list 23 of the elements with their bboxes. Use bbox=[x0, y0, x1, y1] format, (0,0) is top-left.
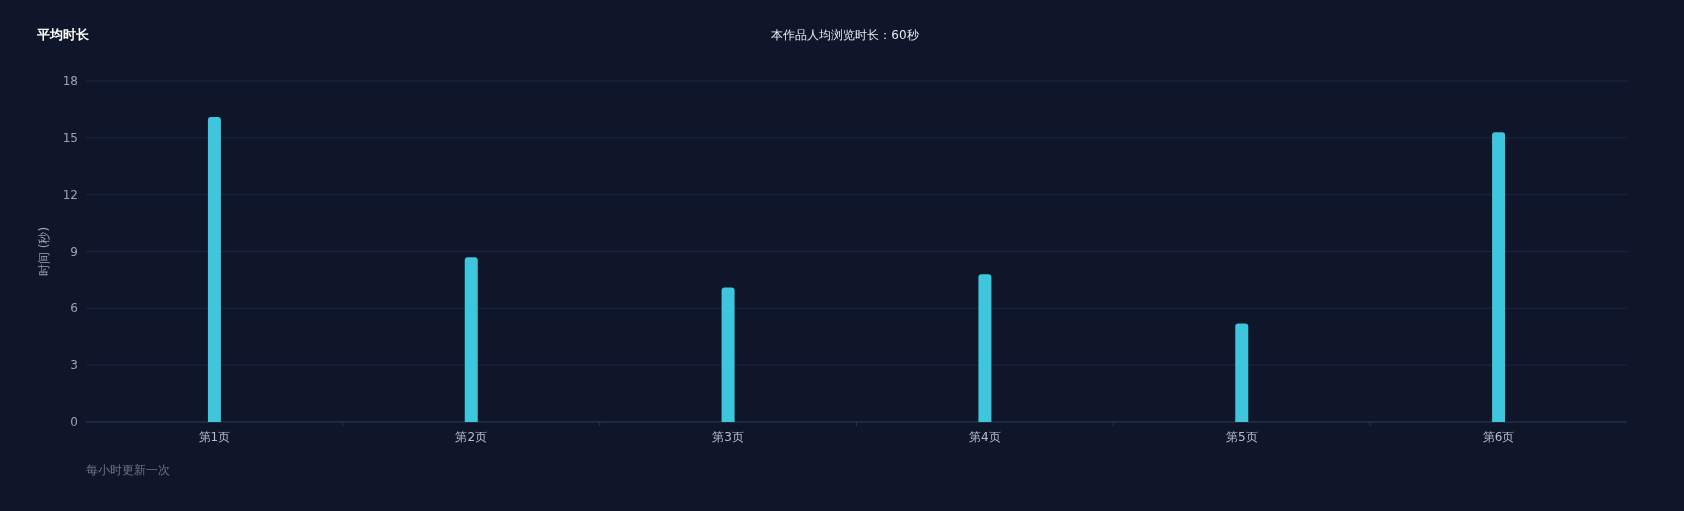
x-tick-label: 第2页 bbox=[455, 430, 488, 444]
bar bbox=[978, 274, 992, 422]
y-tick-label: 15 bbox=[62, 130, 78, 145]
y-tick-label: 0 bbox=[70, 415, 78, 429]
x-tick-label: 第1页 bbox=[198, 430, 231, 444]
chart-subtitle: 本作品人均浏览时长：60秒 bbox=[771, 28, 919, 42]
y-tick-label: 3 bbox=[70, 358, 78, 373]
y-tick-label: 18 bbox=[62, 74, 78, 88]
text: 每小时更新一次 bbox=[86, 463, 170, 477]
x-tick-label: 第6页 bbox=[1482, 430, 1515, 444]
y-tick-label: 9 bbox=[70, 244, 78, 259]
bar bbox=[721, 287, 735, 422]
chart-title: 平均时长 bbox=[36, 27, 90, 42]
bar bbox=[464, 257, 478, 422]
x-tick-label: 第5页 bbox=[1225, 430, 1258, 444]
bar bbox=[1235, 323, 1249, 422]
y-axis-title: 时间 (秒) bbox=[37, 226, 51, 277]
bar bbox=[1492, 132, 1506, 422]
bar bbox=[207, 116, 221, 422]
y-tick-label: 6 bbox=[70, 301, 78, 316]
y-tick-label: 12 bbox=[62, 187, 78, 202]
x-tick-label: 第3页 bbox=[712, 430, 744, 444]
x-tick-label: 第4页 bbox=[969, 430, 1001, 444]
